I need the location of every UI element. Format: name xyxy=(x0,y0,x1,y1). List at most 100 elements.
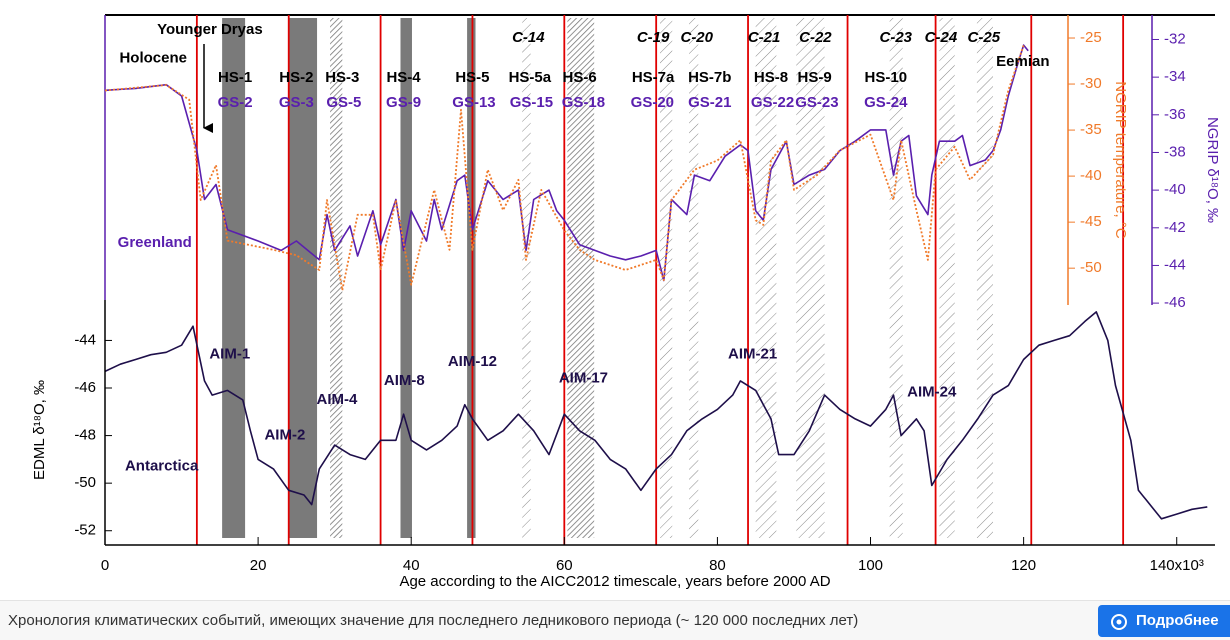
y2-tick-label: -25 xyxy=(1080,29,1102,46)
hs-label: HS-6 xyxy=(563,69,597,86)
y-tick-label: -34 xyxy=(1164,68,1186,85)
y-tick-label: -42 xyxy=(1164,219,1186,236)
annotation: AIM-21 xyxy=(728,346,777,363)
x-axis-title: Age according to the AICC2012 timescale,… xyxy=(399,573,830,590)
x-tick-label: 100 xyxy=(858,557,883,574)
y-axis-title: EDML δ¹⁸O, ‰ xyxy=(31,380,48,480)
y2-tick-label: -40 xyxy=(1080,167,1102,184)
y2-tick-label: -50 xyxy=(1080,259,1102,276)
gs-label: GS-21 xyxy=(688,94,731,111)
annotation: AIM-8 xyxy=(384,372,425,389)
annotation: Younger Dryas xyxy=(157,21,263,38)
y-tick-label: -52 xyxy=(74,522,96,539)
y-tick-label: -44 xyxy=(74,331,96,348)
x-tick-label: 80 xyxy=(709,557,726,574)
more-button[interactable]: Подробнее xyxy=(1098,605,1230,637)
series-line xyxy=(104,44,1029,282)
hs-label: HS-4 xyxy=(386,69,421,86)
annotation: AIM-1 xyxy=(209,346,250,363)
gs-label: GS-23 xyxy=(795,94,838,111)
y-tick-label: -44 xyxy=(1164,256,1186,273)
band xyxy=(755,18,777,538)
c-label: C-22 xyxy=(799,29,832,46)
band xyxy=(689,18,699,538)
gs-label: GS-3 xyxy=(279,94,314,111)
hs-label: HS-3 xyxy=(325,69,359,86)
x-tick-label: 40 xyxy=(403,557,420,574)
hs-label: HS-5a xyxy=(509,69,552,86)
annotation: Antarctica xyxy=(125,457,199,474)
button-icon xyxy=(1111,614,1127,630)
x-tick-label: 140x10³ xyxy=(1150,557,1204,574)
y-tick-label: -32 xyxy=(1164,30,1186,47)
annotation: AIM-12 xyxy=(448,353,497,370)
x-tick-label: 120 xyxy=(1011,557,1036,574)
caption: Хронология климатических событий, имеющи… xyxy=(8,612,859,629)
band xyxy=(567,18,595,538)
x-tick-label: 20 xyxy=(250,557,267,574)
annotation: Eemian xyxy=(996,53,1049,70)
c-label: C-14 xyxy=(512,29,545,46)
band xyxy=(289,18,318,538)
hs-label: HS-1 xyxy=(218,69,252,86)
y2-tick-label: -45 xyxy=(1080,213,1102,230)
gs-label: GS-24 xyxy=(864,94,908,111)
c-label: C-21 xyxy=(748,29,781,46)
c-label: C-20 xyxy=(680,29,713,46)
series-line xyxy=(104,45,1025,292)
band xyxy=(660,18,673,538)
band xyxy=(976,18,993,538)
annotation: AIM-2 xyxy=(264,427,305,444)
hs-label: HS-2 xyxy=(279,69,313,86)
annotation: Greenland xyxy=(118,234,192,251)
gs-label: GS-5 xyxy=(326,94,361,111)
band xyxy=(222,18,246,538)
y2-tick-label: -35 xyxy=(1080,121,1102,138)
gs-label: GS-13 xyxy=(452,94,495,111)
y-tick-label: -36 xyxy=(1164,106,1186,123)
band xyxy=(796,18,825,538)
band xyxy=(330,18,343,538)
y-tick-label: -48 xyxy=(74,427,96,444)
hs-label: HS-7a xyxy=(632,69,675,86)
caption-bar: Хронология климатических событий, имеющи… xyxy=(0,600,1230,640)
y-tick-label: -40 xyxy=(1164,181,1186,198)
band xyxy=(467,18,476,538)
y-tick-label: -46 xyxy=(1164,294,1186,311)
series-line xyxy=(104,311,1208,520)
hs-label: HS-5 xyxy=(455,69,489,86)
x-tick-label: 60 xyxy=(556,557,573,574)
chart: -44 -46 -48 -50 -52 EDML δ¹⁸O, ‰ 0 20 40 60 80 100 1… xyxy=(31,14,1221,590)
hs-label: HS-8 xyxy=(754,69,788,86)
hs-label: HS-9 xyxy=(798,69,832,86)
gs-label: GS-22 xyxy=(751,94,794,111)
c-label: C-19 xyxy=(637,29,670,46)
y-axis-title-right: NGRIP δ¹⁸O, ‰ xyxy=(1204,117,1221,223)
gs-label: GS-18 xyxy=(562,94,605,111)
gs-label: GS-9 xyxy=(386,94,421,111)
c-label: C-24 xyxy=(925,29,958,46)
annotation: AIM-24 xyxy=(907,384,957,401)
c-label: C-25 xyxy=(968,29,1001,46)
y-tick-label: -38 xyxy=(1164,143,1186,160)
hs-label: HS-7b xyxy=(688,69,731,86)
bands xyxy=(222,18,993,538)
c-label: C-23 xyxy=(880,29,913,46)
y2-axis-title: NGRIP temperature, °C xyxy=(1112,81,1129,239)
y-tick-label: -46 xyxy=(74,379,96,396)
y-tick-label: -50 xyxy=(74,474,96,491)
band xyxy=(522,18,531,538)
button-label[interactable]: Подробнее xyxy=(1136,612,1219,629)
band xyxy=(939,18,955,538)
annotation: AIM-17 xyxy=(559,369,608,386)
band xyxy=(400,18,412,538)
gs-label: GS-2 xyxy=(218,94,253,111)
x-tick-label: 0 xyxy=(101,557,109,574)
annotation: Holocene xyxy=(119,49,187,66)
y2-tick-label: -30 xyxy=(1080,75,1102,92)
hs-label: HS-10 xyxy=(865,69,908,86)
gs-label: GS-20 xyxy=(631,94,674,111)
annotation: AIM-4 xyxy=(317,391,358,408)
gs-label: GS-15 xyxy=(510,94,553,111)
